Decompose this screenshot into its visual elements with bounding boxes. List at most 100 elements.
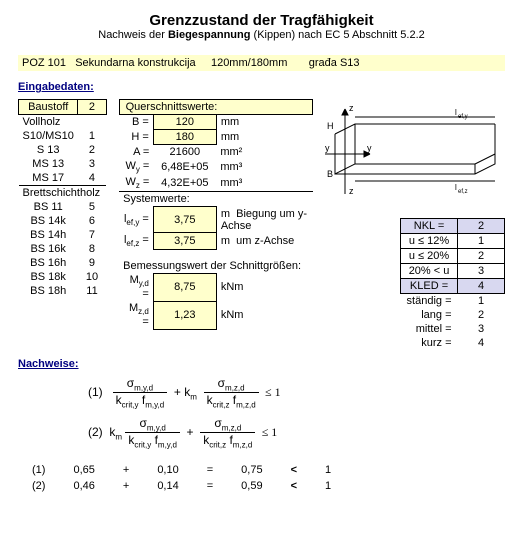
b-value[interactable]: 120 <box>153 115 216 130</box>
bs-row-label: BS 14k <box>19 214 78 228</box>
system-label: Systemwerte: <box>119 192 312 207</box>
nkl-r1-val: 1 <box>458 234 505 249</box>
vollholz-label: Vollholz <box>19 115 107 130</box>
kled-s4-val: 4 <box>458 336 505 350</box>
lefy-unit: m Biegung um y-Achse <box>216 207 312 233</box>
kled-value[interactable]: 4 <box>458 279 505 294</box>
res2-cmp: < <box>277 478 311 494</box>
res1-b: 0,10 <box>143 462 192 478</box>
svg-text:ef,y: ef,y <box>458 114 468 120</box>
res2-b: 0,14 <box>143 478 192 494</box>
beam-diagram: z z y y H B lef,y lef,z <box>325 99 505 209</box>
res2-plus: + <box>109 478 143 494</box>
b-unit: mm <box>216 115 312 130</box>
res1-id: (1) <box>18 462 59 478</box>
res2-id: (2) <box>18 478 59 494</box>
wy-label: Wy = <box>119 159 153 175</box>
h-unit: mm <box>216 130 312 145</box>
baustoff-value[interactable]: 2 <box>78 100 106 115</box>
mat-row-label: S 13 <box>19 143 78 157</box>
res1-c: 0,75 <box>227 462 276 478</box>
svg-text:l: l <box>455 183 457 192</box>
res1-eq: = <box>193 462 227 478</box>
bs-row-label: BS 16h <box>19 256 78 270</box>
myd-unit: kNm <box>216 273 312 301</box>
lefy-value[interactable]: 3,75 <box>153 207 216 233</box>
bs-row-val: 6 <box>78 214 106 228</box>
h-value[interactable]: 180 <box>153 130 216 145</box>
kled-label: KLED = <box>401 279 458 294</box>
bs-row-val: 8 <box>78 242 106 256</box>
bs-row-label: BS 16k <box>19 242 78 256</box>
svg-text:z: z <box>349 103 354 113</box>
mat-row-val: 4 <box>78 171 106 186</box>
svg-text:B: B <box>327 169 333 179</box>
svg-text:y: y <box>325 143 330 153</box>
b-label: B = <box>119 115 153 130</box>
bs-row-val: 10 <box>78 270 106 284</box>
brettsch-label: Brettschichtholz <box>19 186 107 201</box>
bs-row-val: 5 <box>78 200 106 214</box>
wy-unit: mm³ <box>216 159 312 175</box>
svg-text:ef,z: ef,z <box>458 189 468 195</box>
svg-text:z: z <box>349 186 354 196</box>
baustoff-label: Baustoff <box>19 100 78 115</box>
nkl-r3-label: 20% < u <box>401 264 458 279</box>
svg-text:l: l <box>455 108 457 117</box>
kled-s3-label: mittel = <box>401 322 458 336</box>
page-subtitle: Nachweis der Biegespannung (Kippen) nach… <box>18 29 505 41</box>
bs-row-val: 9 <box>78 256 106 270</box>
mzd-label: Mz,d = <box>119 301 153 329</box>
nkl-r1-label: u ≤ 12% <box>401 234 458 249</box>
position-bar: POZ 101 Sekundarna konstrukcija 120mm/18… <box>18 55 505 71</box>
nkl-table: NKL =2 u ≤ 12%1 u ≤ 20%2 20% < u3 KLED =… <box>400 218 505 350</box>
lefz-unit: m um z-Achse <box>216 233 312 249</box>
nkl-r2-label: u ≤ 20% <box>401 249 458 264</box>
bs-row-label: BS 11 <box>19 200 78 214</box>
myd-value[interactable]: 8,75 <box>153 273 216 301</box>
res1-plus: + <box>109 462 143 478</box>
res1-cmp: < <box>277 462 311 478</box>
lefy-label: lef,y = <box>119 207 153 233</box>
h-label: H = <box>119 130 153 145</box>
bs-row-label: BS 18h <box>19 284 78 298</box>
mat-row-label: MS 17 <box>19 171 78 186</box>
kled-s4-label: kurz = <box>401 336 458 350</box>
result-table: (1) 0,65 + 0,10 = 0,75 < 1 (2) 0,46 + 0,… <box>18 462 345 494</box>
formula-block: (1) σm,y,dkcrit,y fm,y,d + km σm,z,dkcri… <box>88 376 505 450</box>
mzd-value[interactable]: 1,23 <box>153 301 216 329</box>
bs-row-label: BS 18k <box>19 270 78 284</box>
kled-s1-val: 1 <box>458 294 505 309</box>
svg-text:y: y <box>367 143 372 153</box>
mat-row-val: 3 <box>78 157 106 171</box>
bs-row-val: 11 <box>78 284 106 298</box>
mat-row-val: 2 <box>78 143 106 157</box>
material-table: Baustoff 2 Vollholz S10/MS101 S 132 MS 1… <box>18 99 107 298</box>
wz-value: 4,32E+05 <box>153 175 216 192</box>
myd-label: My,d = <box>119 273 153 301</box>
a-label: A = <box>119 145 153 160</box>
input-heading: Eingabedaten: <box>18 81 505 93</box>
page-title: Grenzzustand der Tragfähigkeit <box>18 12 505 29</box>
bs-row-val: 7 <box>78 228 106 242</box>
res1-a: 0,65 <box>59 462 108 478</box>
lefz-value[interactable]: 3,75 <box>153 233 216 249</box>
mzd-unit: kNm <box>216 301 312 329</box>
kled-s2-val: 2 <box>458 308 505 322</box>
nkl-r2-val: 2 <box>458 249 505 264</box>
wz-unit: mm³ <box>216 175 312 192</box>
nachweise-heading: Nachweise: <box>18 358 505 370</box>
svg-text:H: H <box>327 121 334 131</box>
mat-row-label: S10/MS10 <box>19 129 78 143</box>
nkl-label: NKL = <box>401 219 458 234</box>
bs-row-label: BS 14h <box>19 228 78 242</box>
wz-label: Wz = <box>119 175 153 192</box>
mat-row-label: MS 13 <box>19 157 78 171</box>
nkl-value[interactable]: 2 <box>458 219 505 234</box>
querschnitt-label: Querschnittswerte: <box>119 100 312 115</box>
a-unit: mm² <box>216 145 312 160</box>
res2-c: 0,59 <box>227 478 276 494</box>
res2-a: 0,46 <box>59 478 108 494</box>
bemess-label: Bemessungswert der Schnittgrößen: <box>119 249 312 273</box>
wy-value: 6,48E+05 <box>153 159 216 175</box>
